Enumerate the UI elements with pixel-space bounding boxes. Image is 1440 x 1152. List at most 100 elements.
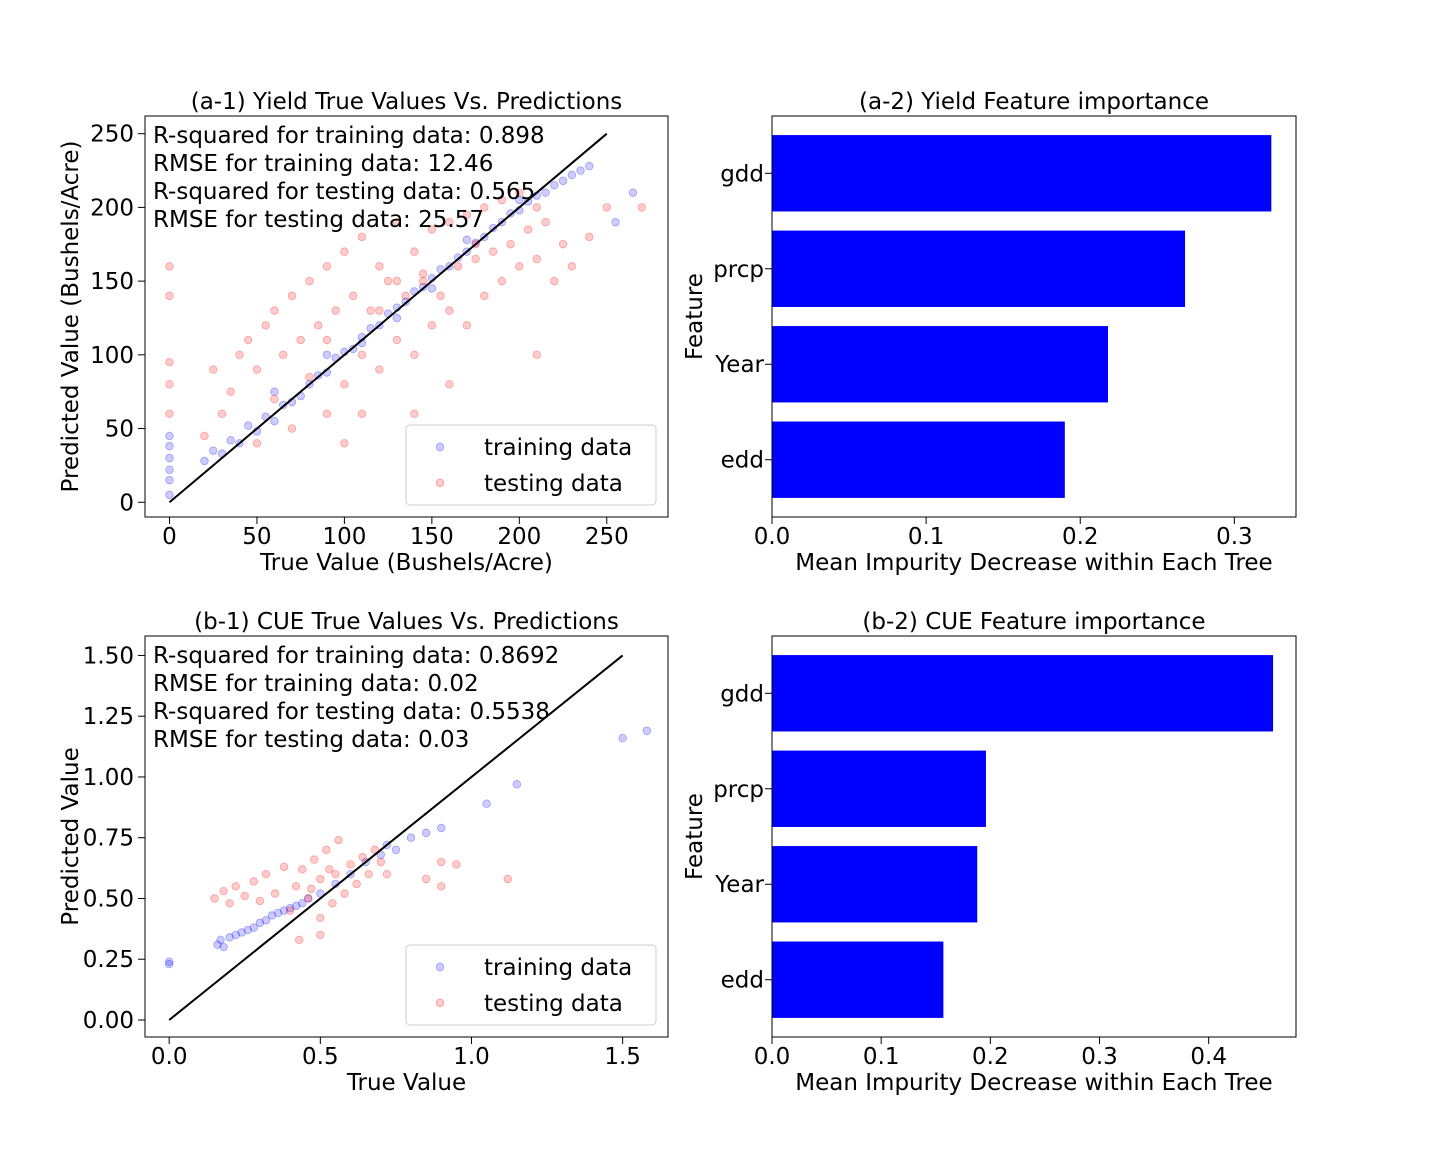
x-tick-label: 100 — [322, 524, 366, 550]
data-point — [410, 247, 419, 256]
data-point — [406, 833, 416, 842]
y-tick-label: 0.75 — [83, 826, 134, 852]
data-point — [532, 350, 542, 360]
data-point — [165, 291, 174, 301]
data-point — [418, 276, 428, 286]
data-point — [249, 877, 259, 886]
scatter-panel-0: 0 50 100 150 200 250 0 50 100 150 200 250 (a-1) Yiel… — [58, 89, 669, 576]
x-tick-label: 150 — [410, 524, 454, 550]
axes-frame — [144, 115, 669, 518]
data-point — [340, 439, 349, 448]
data-point — [291, 882, 301, 891]
y-tick-label: 0 — [119, 490, 134, 516]
chart-title: (b-2) CUE Feature importance — [862, 609, 1205, 635]
data-point — [541, 188, 550, 197]
stats-annotation: R-squared for training data: 0.8692 — [153, 643, 559, 669]
data-point — [294, 935, 304, 944]
data-point — [240, 891, 249, 901]
stats-annotation: R-squared for testing data: 0.5538 — [153, 699, 550, 725]
data-point — [383, 276, 393, 286]
x-axis-label: Mean Impurity Decrease within Each Tree — [795, 1070, 1272, 1096]
y-tick-label: 200 — [90, 195, 134, 221]
axes-frame — [144, 635, 669, 1038]
data-point — [421, 874, 431, 884]
axes-frame — [771, 635, 1297, 1038]
axes-frame — [771, 115, 1297, 518]
y-tick-label: 250 — [90, 122, 134, 148]
data-point — [558, 240, 568, 249]
data-point — [375, 262, 384, 271]
data-point — [480, 291, 489, 301]
x-tick-label: 0.0 — [151, 1044, 188, 1070]
data-point — [298, 865, 307, 874]
data-point — [410, 409, 419, 419]
x-tick-label: 0.2 — [972, 1044, 1009, 1070]
data-point — [642, 726, 652, 735]
data-point — [237, 928, 246, 937]
data-point — [225, 899, 234, 908]
data-point — [437, 857, 446, 867]
data-point — [637, 203, 646, 212]
data-point — [427, 284, 437, 293]
data-point — [322, 262, 332, 271]
legend-label: training data — [484, 955, 632, 981]
data-point — [497, 276, 507, 286]
y-tick-label: 50 — [105, 417, 134, 443]
data-point — [310, 855, 319, 864]
data-point — [357, 350, 367, 360]
y-tick-label: 150 — [90, 269, 134, 295]
data-point — [231, 882, 240, 891]
data-point — [358, 852, 367, 862]
data-point — [334, 835, 343, 845]
data-point — [165, 490, 174, 500]
data-point — [305, 372, 314, 382]
data-point — [462, 321, 472, 330]
data-point — [391, 845, 401, 855]
y-tick-label: 1.25 — [83, 704, 134, 730]
data-point — [270, 387, 279, 396]
data-point — [200, 456, 209, 466]
data-point — [437, 882, 446, 891]
legend-marker — [435, 478, 445, 488]
data-point — [515, 262, 524, 271]
data-point — [217, 409, 227, 419]
data-point — [506, 240, 515, 249]
x-tick-label: 0 — [162, 524, 177, 550]
data-point — [231, 930, 240, 940]
x-tick-label: 250 — [585, 524, 629, 550]
data-point — [252, 439, 262, 448]
data-point — [226, 387, 235, 396]
data-point — [219, 886, 228, 896]
data-point — [532, 203, 542, 212]
data-point — [316, 874, 325, 884]
data-point — [515, 195, 524, 205]
data-point — [585, 232, 594, 242]
x-tick-label: 0.0 — [754, 1044, 791, 1070]
legend-marker — [435, 962, 445, 972]
data-point — [480, 203, 489, 212]
data-point — [322, 335, 332, 345]
category-label: gdd — [720, 161, 764, 187]
data-point — [471, 254, 480, 264]
bar-Year — [772, 846, 978, 923]
data-point — [401, 291, 410, 301]
data-point — [488, 247, 498, 256]
series-1-points — [165, 188, 646, 448]
bar-prcp — [772, 230, 1186, 307]
legend-box — [405, 424, 657, 506]
x-axis-label: True Value (Bushels/Acre) — [259, 550, 553, 576]
data-point — [287, 424, 297, 433]
data-point — [357, 409, 367, 419]
x-tick-label: 200 — [497, 524, 541, 550]
data-point — [567, 170, 576, 180]
data-point — [307, 884, 316, 893]
data-point — [226, 436, 235, 445]
x-tick-label: 1.5 — [604, 1044, 641, 1070]
stats-annotation: R-squared for training data: 0.898 — [153, 123, 545, 149]
category-label: prcp — [713, 257, 764, 283]
category-label: gdd — [720, 681, 764, 707]
data-point — [437, 823, 446, 833]
data-point — [278, 350, 288, 360]
series-1-points — [210, 835, 512, 944]
